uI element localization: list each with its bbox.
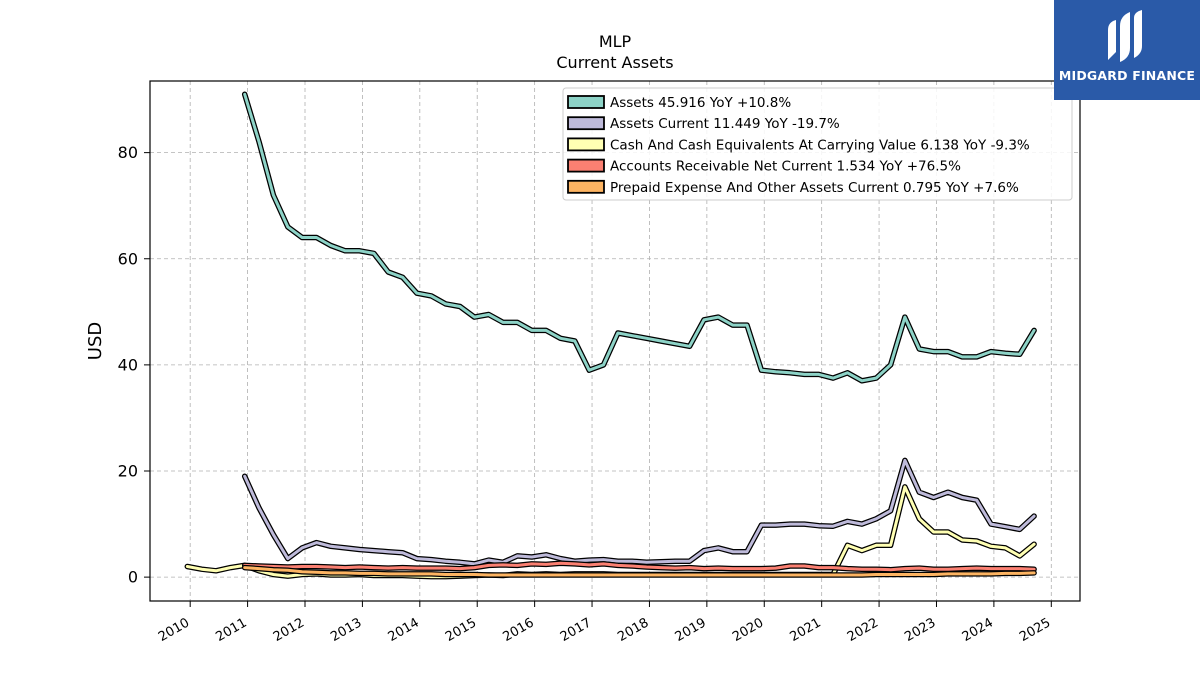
- legend-entry: Prepaid Expense And Other Assets Current…: [610, 180, 1019, 196]
- legend-swatch: [567, 95, 605, 109]
- series-line: [241, 564, 1037, 578]
- chart-title: MLP: [599, 32, 632, 51]
- y-tick-label: 0: [128, 568, 138, 587]
- legend: Assets 45.916 YoY +10.8% Assets Current 1…: [562, 87, 1073, 201]
- x-tick-label: 2020: [730, 615, 766, 645]
- legend-swatch: [567, 137, 605, 152]
- series-core: [243, 566, 1036, 577]
- x-tick-label: 2023: [902, 615, 938, 645]
- legend-entry: Assets 45.916 YoY +10.8%: [610, 95, 791, 111]
- y-tick-label: 20: [118, 462, 138, 481]
- x-tick-label: 2024: [960, 615, 996, 645]
- x-tick-label: 2013: [328, 615, 364, 645]
- y-axis-label: USD: [85, 322, 106, 360]
- x-tick-label: 2010: [156, 615, 192, 645]
- logo-text: MIDGARD FINANCE: [1058, 68, 1196, 83]
- logo-mark-icon: [1108, 10, 1142, 62]
- series-core: [243, 92, 1036, 383]
- plot-frame: [149, 80, 1081, 602]
- series-line: [241, 560, 1037, 573]
- y-tick-label: 60: [118, 249, 138, 268]
- brand-logo: MIDGARD FINANCE: [1054, 0, 1200, 100]
- x-tick-label: 2022: [845, 615, 881, 645]
- x-tick-label: 2017: [558, 615, 594, 645]
- legend-entry: Assets Current 11.449 YoY -19.7%: [610, 116, 840, 132]
- x-tick-label: 2014: [386, 615, 422, 645]
- series-core: [243, 561, 1036, 572]
- series-layer: [184, 91, 1037, 580]
- x-tick-label: 2015: [443, 615, 479, 645]
- x-tick-label: 2016: [500, 615, 536, 645]
- legend-swatch: [567, 158, 605, 173]
- y-tick-label: 40: [118, 355, 138, 374]
- x-tick-label: 2018: [615, 615, 651, 645]
- legend-swatch: [567, 179, 605, 194]
- series-line: [241, 91, 1037, 384]
- legend-box: [562, 87, 1073, 201]
- legend-entry: Cash And Cash Equivalents At Carrying Va…: [610, 137, 1030, 153]
- x-tick-label: 2019: [673, 615, 709, 645]
- y-tick-label: 80: [118, 143, 138, 162]
- series-core: [243, 458, 1036, 566]
- legend-swatch: [567, 116, 605, 131]
- series-line: [241, 457, 1037, 567]
- x-tick-label: 2021: [788, 615, 824, 645]
- legend-entry: Accounts Receivable Net Current 1.534 Yo…: [610, 159, 961, 175]
- x-tick-label: 2025: [1017, 615, 1053, 645]
- x-tick-label: 2011: [213, 615, 249, 645]
- x-tick-label: 2012: [271, 615, 307, 645]
- chart-subtitle: Current Assets: [556, 53, 673, 72]
